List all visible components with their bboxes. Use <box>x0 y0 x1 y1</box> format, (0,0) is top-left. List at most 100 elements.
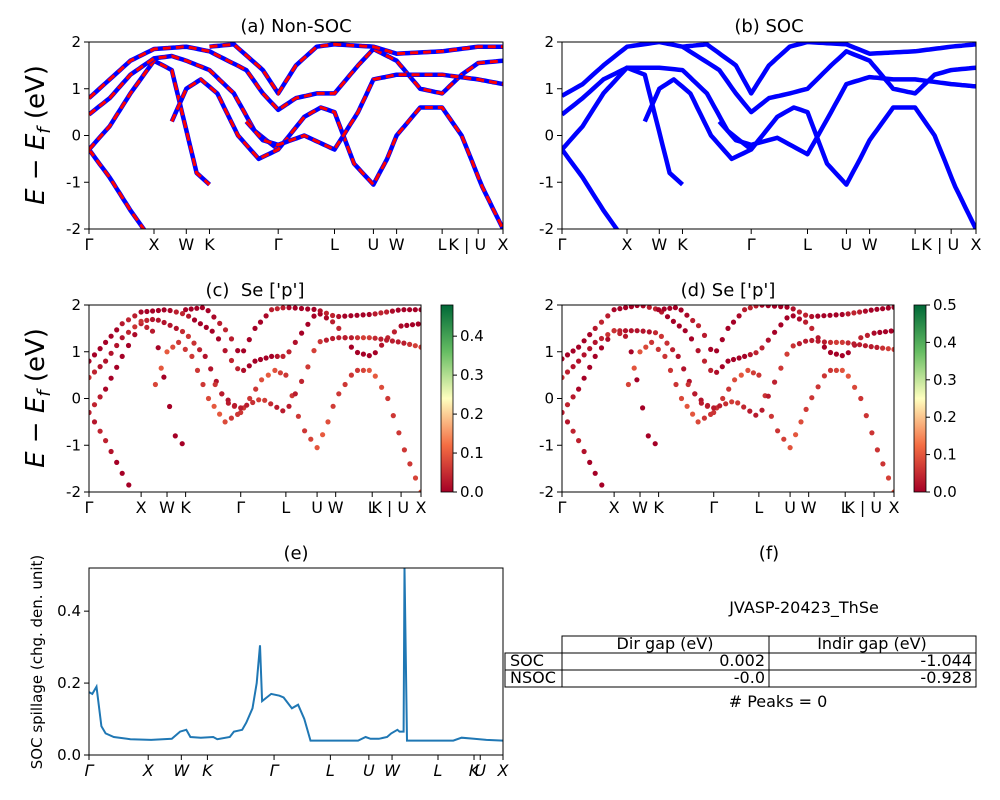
xtick-label: K | U <box>448 235 486 254</box>
band-line <box>562 148 620 229</box>
projection-dot <box>793 432 799 438</box>
table-row-nsoc-indir: -0.928 <box>920 668 972 687</box>
projection-dot <box>839 367 845 373</box>
projection-dot <box>372 350 378 356</box>
projection-dot <box>125 342 132 349</box>
projection-dot <box>299 330 305 336</box>
xtick-label: K <box>653 498 664 517</box>
projection-dot <box>833 339 840 345</box>
projection-dot <box>576 386 582 392</box>
projection-dot <box>330 403 336 409</box>
projection-dot <box>292 339 298 345</box>
projection-dot <box>317 308 323 314</box>
panel-c-frame <box>88 304 422 493</box>
projection-dot <box>323 315 329 321</box>
projection-dot <box>695 348 701 354</box>
projection-dot <box>815 384 821 390</box>
ytick-label: 0 <box>544 390 554 408</box>
projection-dot <box>138 318 144 324</box>
xtick-label: Γ <box>558 235 567 254</box>
projection-dot <box>576 358 582 364</box>
projection-dot <box>354 349 361 356</box>
projection-dot <box>407 341 413 347</box>
projection-dot <box>170 344 176 350</box>
projection-dot <box>809 313 815 320</box>
projection-dot <box>723 401 729 407</box>
xtick-label: X <box>622 235 633 254</box>
projection-dot <box>622 328 629 334</box>
projection-dot <box>302 428 308 434</box>
projection-dot <box>305 306 311 312</box>
projection-dot <box>667 305 673 311</box>
projection-dot <box>803 312 809 318</box>
projection-dot <box>851 341 857 347</box>
panel-d-yticks: -2 -1 0 1 2 <box>539 296 562 501</box>
projection-dot <box>97 428 103 434</box>
projection-dot <box>317 339 323 345</box>
projection-dot <box>845 350 851 356</box>
projection-dot <box>238 405 244 411</box>
xtick-label: W <box>384 761 401 780</box>
band-line-dashed <box>89 54 280 151</box>
xtick-label: U <box>311 498 323 517</box>
xtick-label: W <box>173 761 190 780</box>
projection-dot <box>182 346 188 352</box>
xtick-label: K <box>180 498 191 517</box>
projection-dot <box>259 377 265 383</box>
projection-dot <box>103 358 109 364</box>
projection-dot <box>772 379 778 385</box>
projection-dot <box>874 447 881 453</box>
projection-dot <box>877 329 883 335</box>
projection-dot <box>97 394 103 400</box>
projection-dot <box>747 305 753 311</box>
projection-dot <box>305 321 311 327</box>
projection-dot <box>360 367 366 373</box>
projection-dot <box>366 353 372 359</box>
projection-dot <box>719 364 725 370</box>
projection-dot <box>286 305 292 311</box>
xtick-label: X <box>416 498 427 517</box>
projection-dot <box>701 332 708 338</box>
projection-dot <box>833 351 840 357</box>
projection-dot <box>581 375 587 381</box>
projection-dot <box>874 344 880 350</box>
projection-dot <box>675 353 681 359</box>
projection-dot <box>366 367 372 373</box>
projection-dot <box>852 384 858 390</box>
panel-f-gap-table: (f) JVASP-20423_ThSe Dir gap (eV) Indir … <box>504 543 977 711</box>
projection-dot <box>269 353 275 359</box>
panel-e-yticks: 0.0 0.2 0.4 <box>57 602 89 764</box>
projection-dot <box>678 307 684 313</box>
projection-dot <box>272 367 278 373</box>
projection-dot <box>161 307 167 313</box>
projection-dot <box>132 324 138 330</box>
projection-dot <box>412 343 418 349</box>
projection-dot <box>283 372 289 378</box>
xtick-label: K <box>202 761 214 780</box>
xtick-label: Γ <box>85 761 95 780</box>
projection-dot <box>809 325 815 331</box>
projection-dot <box>738 372 744 378</box>
projection-dot <box>771 305 778 309</box>
projection-dot <box>864 332 871 338</box>
projection-dot <box>750 370 757 376</box>
band-line <box>89 44 503 113</box>
projection-dot <box>682 328 688 334</box>
ytick-label: 2 <box>71 296 81 314</box>
projection-dot <box>311 348 317 354</box>
projection-dot <box>336 313 342 320</box>
projection-dot <box>199 305 205 311</box>
projection-dot <box>747 352 753 358</box>
colorbar-tick-label: 0.0 <box>460 483 484 501</box>
projection-dot <box>625 381 632 388</box>
projection-dot <box>155 317 161 323</box>
ytick-label: -1 <box>539 436 554 454</box>
projection-dot <box>729 399 735 405</box>
spillage-line <box>89 568 503 742</box>
projection-dot <box>91 419 98 425</box>
projection-dot <box>880 345 886 351</box>
band-line-dashed <box>89 148 146 229</box>
projection-dot <box>649 339 655 345</box>
